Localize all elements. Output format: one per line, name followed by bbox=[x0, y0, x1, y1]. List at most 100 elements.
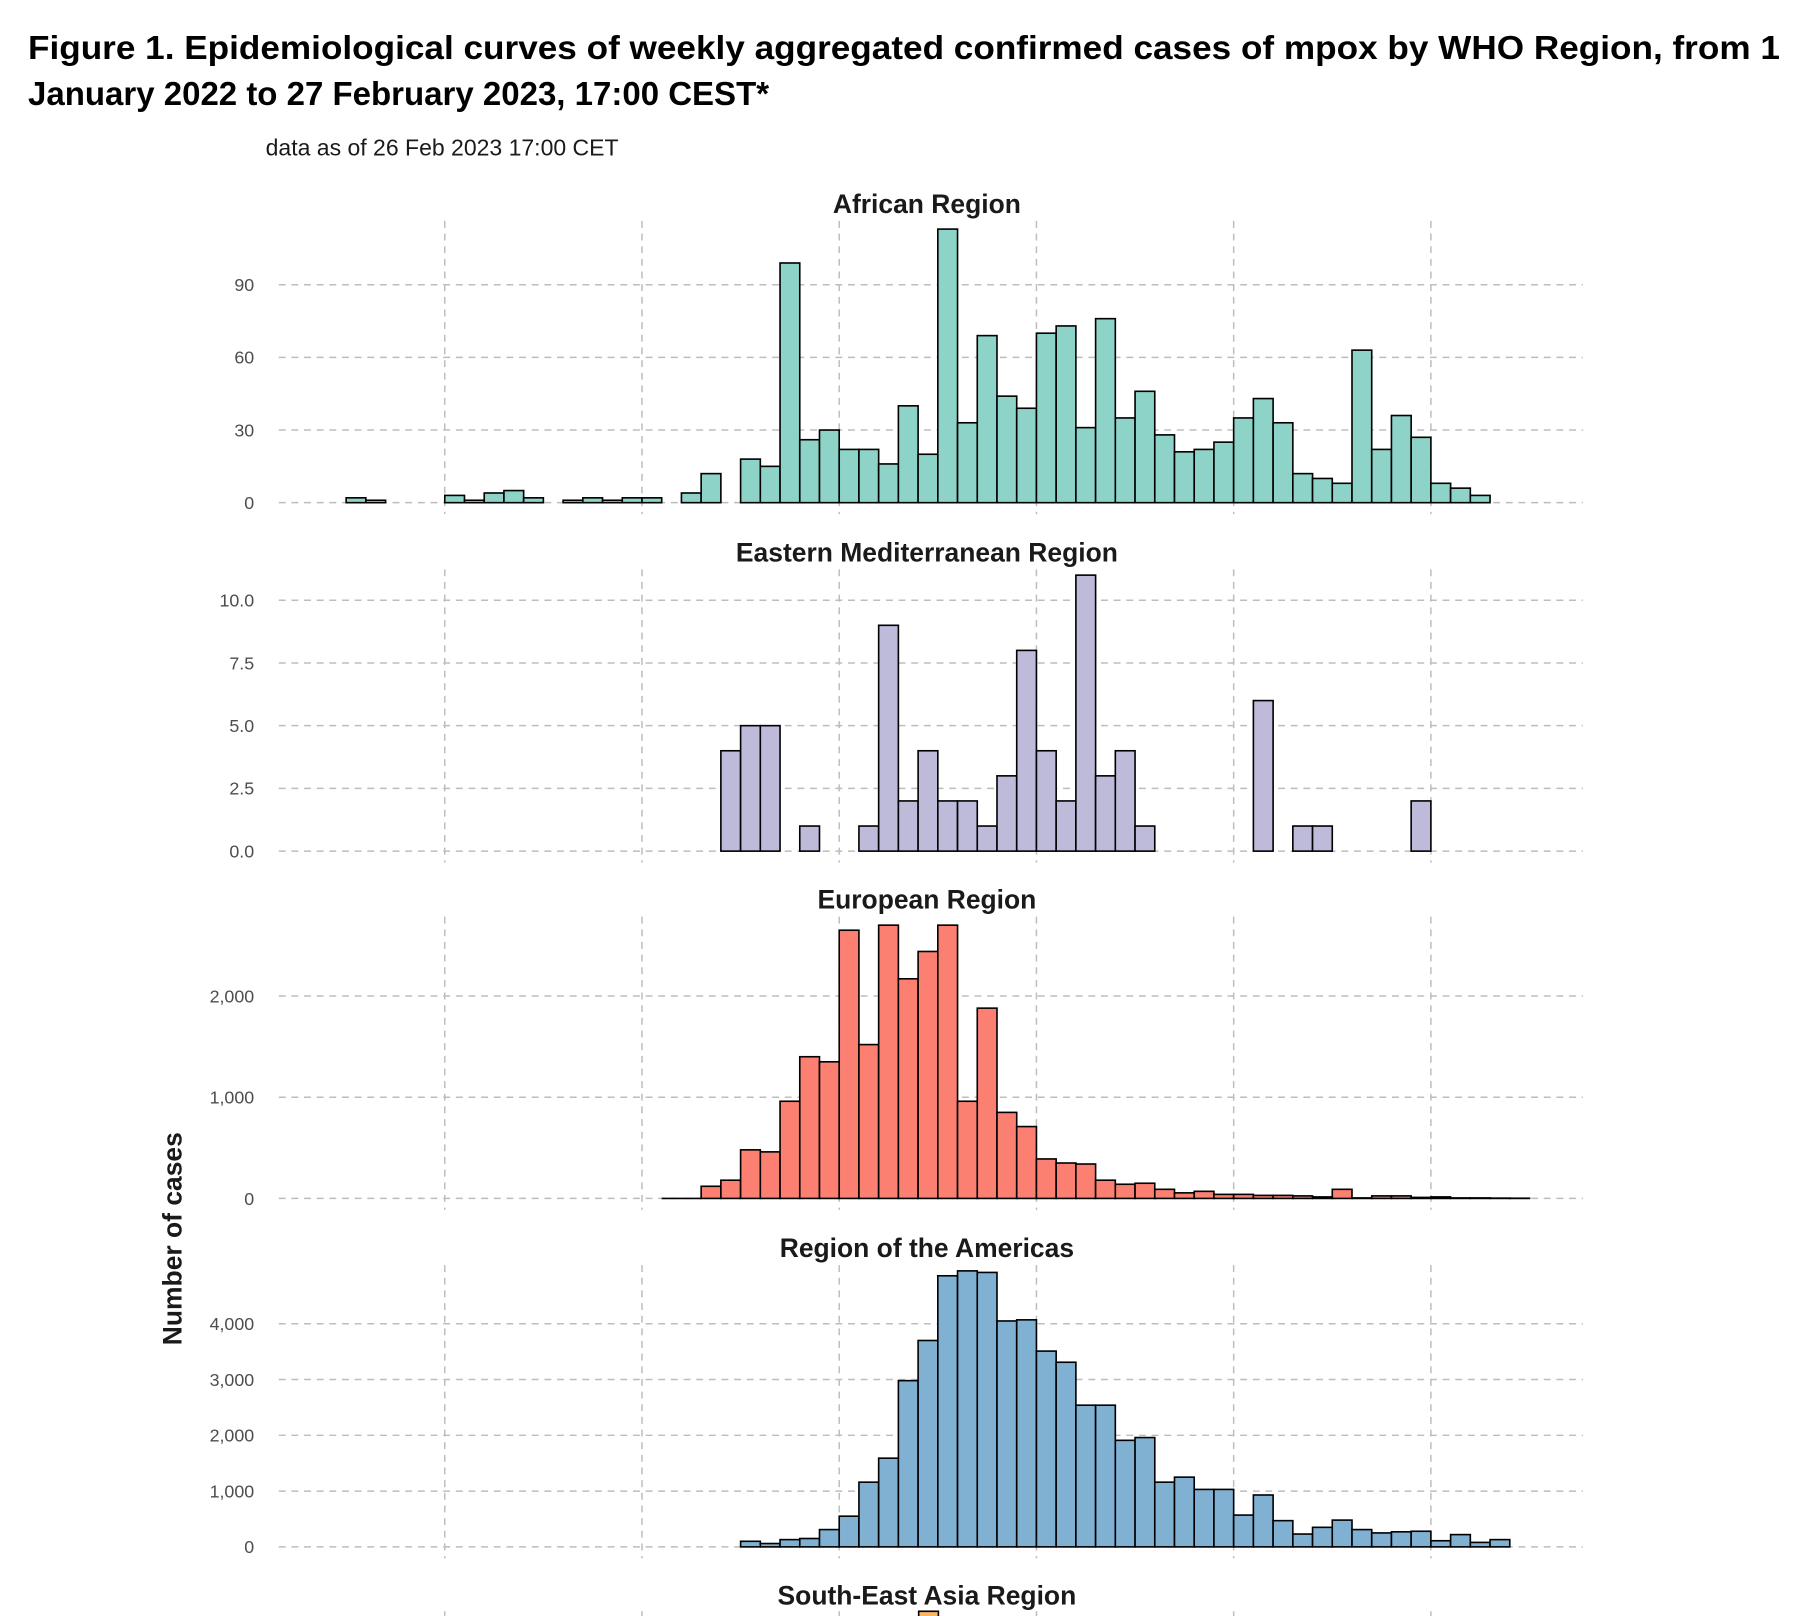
bar bbox=[1449, 487, 1472, 504]
bar bbox=[917, 1610, 940, 1616]
bar bbox=[917, 1339, 939, 1548]
bar bbox=[365, 499, 387, 504]
y-axis-label: Number of cases bbox=[158, 1132, 188, 1345]
bar bbox=[1410, 436, 1432, 504]
bar bbox=[759, 1542, 781, 1548]
bar bbox=[996, 1320, 1018, 1548]
bar bbox=[897, 1379, 919, 1548]
bar bbox=[1232, 417, 1255, 504]
bar bbox=[1035, 332, 1057, 504]
bar bbox=[1094, 1404, 1117, 1548]
panel-title: Region of the Americas bbox=[780, 1233, 1074, 1263]
y-tick-label: 2,000 bbox=[210, 1426, 255, 1446]
bar bbox=[1272, 1519, 1294, 1548]
bar bbox=[1430, 482, 1452, 504]
bar bbox=[976, 1007, 998, 1200]
bar bbox=[1193, 1190, 1215, 1200]
bar bbox=[1252, 397, 1274, 504]
bar bbox=[1430, 1196, 1452, 1200]
bar bbox=[917, 950, 939, 1200]
bar bbox=[877, 924, 900, 1200]
bar bbox=[739, 724, 762, 852]
y-tick-label: 1,000 bbox=[210, 1481, 255, 1501]
bar bbox=[1035, 1350, 1057, 1548]
bar bbox=[937, 1274, 959, 1548]
bar bbox=[937, 800, 959, 852]
bar bbox=[1252, 1494, 1274, 1548]
y-tick-label: 90 bbox=[234, 275, 254, 295]
bar bbox=[1173, 1476, 1196, 1548]
bar bbox=[956, 1100, 979, 1200]
bar bbox=[1015, 1125, 1038, 1200]
figure-title-line-1: Figure 1. Epidemiological curves of week… bbox=[28, 29, 1780, 66]
bar bbox=[1370, 448, 1393, 504]
bar bbox=[1193, 1488, 1215, 1548]
y-tick-label: 0 bbox=[244, 1537, 254, 1557]
panel-european-region: European Region 0 1,000 2,000 bbox=[210, 885, 1583, 1210]
bar bbox=[779, 1100, 801, 1200]
bar bbox=[1035, 1158, 1057, 1200]
chart-subtitle: data as of 26 Feb 2023 17:00 CET bbox=[266, 134, 619, 160]
bar bbox=[1390, 1195, 1412, 1200]
bar bbox=[1153, 1188, 1176, 1200]
bar bbox=[700, 472, 722, 504]
bar bbox=[1292, 825, 1314, 852]
bar bbox=[1430, 1539, 1452, 1548]
bar bbox=[562, 499, 584, 504]
bar bbox=[877, 1457, 900, 1548]
bar bbox=[700, 1185, 722, 1200]
y-tick-label: 0 bbox=[244, 493, 254, 513]
bar bbox=[818, 1528, 841, 1548]
bar bbox=[1390, 1531, 1412, 1548]
bar bbox=[917, 749, 939, 852]
bar bbox=[996, 775, 1018, 852]
bar bbox=[877, 463, 900, 504]
bar bbox=[483, 492, 505, 504]
bar bbox=[1489, 1538, 1511, 1548]
bar bbox=[838, 1515, 860, 1548]
bar bbox=[503, 489, 525, 504]
bar bbox=[1134, 1436, 1156, 1548]
bar bbox=[798, 825, 821, 852]
bar bbox=[779, 1538, 801, 1548]
y-tick-label: 0.0 bbox=[229, 841, 254, 861]
bar bbox=[1232, 1193, 1255, 1200]
bar bbox=[759, 724, 781, 852]
bar bbox=[1213, 441, 1235, 504]
bar bbox=[1213, 1488, 1235, 1548]
bar bbox=[956, 421, 979, 504]
bar bbox=[1252, 699, 1274, 852]
bar bbox=[1252, 1194, 1274, 1200]
bar bbox=[1134, 1182, 1156, 1200]
bar bbox=[976, 1271, 998, 1548]
bar bbox=[1055, 325, 1077, 504]
y-tick-label: 2,000 bbox=[210, 986, 255, 1006]
panel-title: African Region bbox=[833, 189, 1021, 219]
bar bbox=[858, 825, 880, 852]
bar bbox=[779, 262, 801, 504]
bar bbox=[582, 497, 604, 504]
panel-region-of-the-americas: Region of the Americas 0 1,000 2,000 3,000 4,… bbox=[210, 1233, 1583, 1559]
bar bbox=[798, 1055, 821, 1200]
bar bbox=[739, 1540, 762, 1548]
bar bbox=[1075, 426, 1097, 504]
bar bbox=[1410, 1530, 1432, 1548]
bar bbox=[1469, 1541, 1491, 1548]
bar bbox=[838, 448, 860, 504]
bar bbox=[1015, 1319, 1038, 1548]
bar bbox=[996, 1111, 1018, 1200]
panel-eastern-mediterranean-region: Eastern Mediterranean Region 0.0 2.5 5.0 7.5… bbox=[219, 537, 1583, 863]
bar bbox=[1114, 417, 1136, 504]
bar bbox=[680, 492, 702, 504]
bar bbox=[1015, 649, 1038, 852]
y-tick-label: 0 bbox=[244, 1189, 254, 1209]
bar bbox=[996, 395, 1018, 504]
bar bbox=[798, 1537, 821, 1548]
panel-title: Eastern Mediterranean Region bbox=[736, 537, 1118, 567]
bar bbox=[1292, 472, 1314, 504]
bar bbox=[937, 228, 959, 504]
bar bbox=[1213, 1193, 1235, 1200]
bar bbox=[1055, 1162, 1077, 1200]
bar bbox=[1114, 749, 1136, 852]
